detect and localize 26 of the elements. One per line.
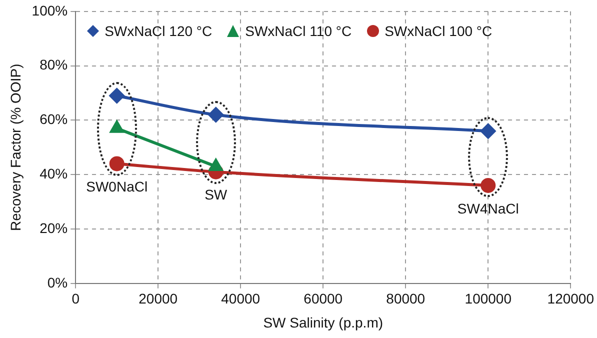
y-axis-title: Recovery Factor (% OOIP): [7, 64, 24, 232]
x-tick-label: 60000: [304, 290, 343, 307]
y-tick-label: 40%: [40, 165, 68, 182]
legend-label: SWxNaCl 100 °C: [384, 23, 492, 40]
point: [109, 88, 124, 104]
y-tick-label: 20%: [40, 220, 68, 236]
y-tick-label: 60%: [40, 111, 68, 128]
point: [480, 124, 496, 139]
y-tick-label: 80%: [40, 56, 68, 73]
annotation: SW: [204, 186, 228, 203]
x-tick-label: 80000: [386, 290, 426, 307]
x-tick-label: 120000: [547, 290, 594, 307]
annotation: SW0NaCl: [86, 178, 148, 195]
x-tick-label: 20000: [138, 290, 178, 307]
point: [109, 156, 124, 172]
y-tick-label: 0%: [47, 274, 68, 290]
x-tick-label: 100000: [464, 290, 512, 307]
x-axis-title: SW Salinity (p.p.m): [263, 314, 384, 330]
y-tick-label: 100%: [32, 2, 68, 18]
point: [208, 107, 224, 122]
legend-label: SWxNaCl 110 °C: [245, 23, 352, 40]
legend-label: SWxNaCl 120 °C: [104, 23, 212, 40]
x-tick-label: 0: [72, 290, 80, 307]
annotation: SW4NaCl: [457, 200, 519, 216]
point: [480, 178, 496, 193]
x-tick-label: 40000: [221, 290, 260, 307]
